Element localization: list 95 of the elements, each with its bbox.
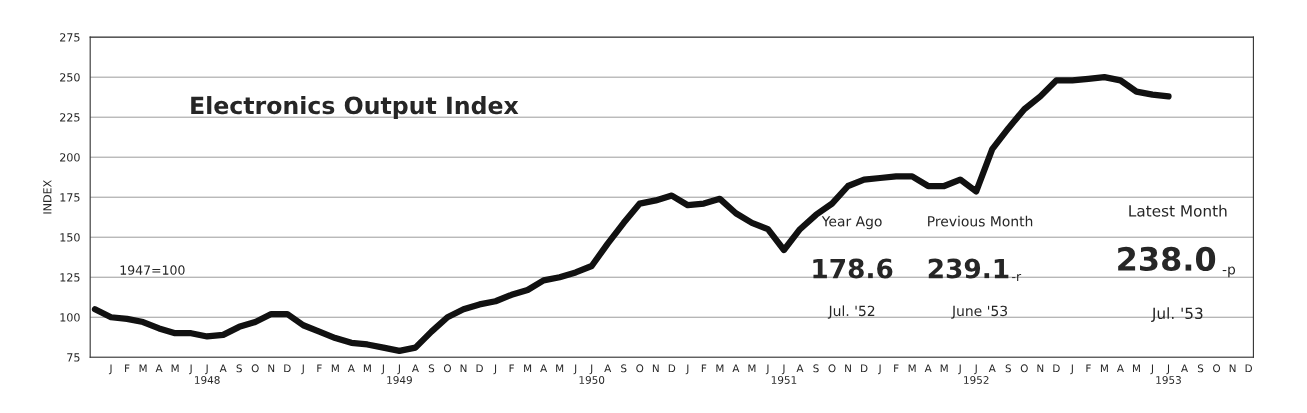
x-tick-label: M bbox=[748, 364, 756, 373]
annotation: -r bbox=[1012, 274, 1022, 282]
annotation: Year Ago bbox=[821, 216, 882, 230]
x-tick-label: J bbox=[1150, 364, 1153, 375]
y-axis-title: INDEX bbox=[43, 180, 52, 214]
x-tick-label: N bbox=[460, 364, 467, 373]
x-tick-label: S bbox=[813, 364, 819, 373]
text: Electronics Output Index bbox=[191, 96, 519, 119]
annotation: 1947=100 bbox=[120, 265, 185, 275]
y-tick-label: 100 bbox=[60, 313, 80, 322]
x-tick-label: D bbox=[476, 364, 483, 373]
x-tick-label: J bbox=[1070, 364, 1073, 375]
annotation: -p bbox=[1222, 266, 1236, 278]
x-tick-label: D bbox=[284, 364, 291, 373]
x-tick-label: O bbox=[1213, 364, 1221, 373]
x-tick-label: J bbox=[958, 364, 961, 375]
x-tick-label: A bbox=[219, 364, 227, 373]
x-tick-label: S bbox=[428, 364, 435, 373]
y-tick-label: 250 bbox=[60, 73, 80, 82]
x-tick-label: S bbox=[1005, 364, 1011, 373]
x-tick-label: O bbox=[443, 364, 451, 373]
x-tick-label: F bbox=[125, 364, 130, 373]
x-tick-label: N bbox=[845, 364, 851, 373]
x-tick-label: J bbox=[685, 364, 689, 375]
x-tick-label: D bbox=[861, 364, 868, 373]
annotation: June '53 bbox=[951, 305, 1008, 319]
x-tick-label: A bbox=[924, 364, 932, 373]
x-tick-label: J bbox=[381, 364, 384, 375]
y-tick-label: 150 bbox=[60, 233, 80, 242]
x-tick-label: M bbox=[556, 364, 564, 373]
x-tick-label: N bbox=[652, 364, 659, 373]
x-tick-label: A bbox=[155, 364, 163, 373]
x-tick-label: S bbox=[621, 364, 627, 373]
y-tick-label: 75 bbox=[67, 353, 80, 362]
x-tick-label: M bbox=[716, 364, 724, 373]
x-tick-label: J bbox=[573, 364, 577, 375]
x-tick-label: A bbox=[604, 364, 612, 373]
x-tick-label: J 1952 bbox=[964, 364, 989, 384]
x-tick-label: F bbox=[317, 364, 322, 373]
annotation: Jul. '52 bbox=[827, 305, 875, 319]
annotation: Previous Month bbox=[928, 215, 1033, 227]
x-tick-label: D bbox=[668, 364, 676, 373]
y-tick-label: 200 bbox=[60, 153, 80, 162]
x-tick-label: J bbox=[878, 364, 881, 375]
annotation: Latest Month bbox=[1129, 204, 1227, 217]
x-tick-label: J bbox=[108, 364, 112, 375]
x-tick-label: A bbox=[796, 364, 804, 373]
x-tick-label: A bbox=[988, 364, 996, 373]
x-tick-label: O bbox=[828, 364, 836, 373]
x-tick-label: D bbox=[1053, 364, 1060, 373]
x-tick-label: J bbox=[189, 364, 192, 375]
x-tick-label: O bbox=[636, 364, 644, 373]
x-tick-label: D bbox=[1245, 364, 1252, 373]
x-tick-label: S bbox=[236, 364, 242, 373]
y-tick-label: 275 bbox=[60, 33, 80, 42]
x-tick-label: M bbox=[940, 364, 948, 373]
x-tick-label: N bbox=[268, 364, 275, 373]
x-tick-label: F bbox=[701, 364, 707, 373]
x-tick-label: J 1949 bbox=[387, 364, 412, 384]
x-tick-label: F bbox=[1086, 364, 1091, 373]
x-tick-label: J 1951 bbox=[771, 364, 797, 384]
x-tick-label: J bbox=[493, 364, 497, 375]
annotation: 178.6 bbox=[813, 258, 893, 279]
annotation: 239.1 bbox=[928, 258, 1009, 279]
x-tick-label: M bbox=[331, 364, 339, 373]
x-tick-label: M bbox=[363, 364, 371, 373]
x-tick-label: M bbox=[908, 364, 916, 373]
x-tick-label: M bbox=[524, 364, 532, 373]
y-tick-label: 175 bbox=[60, 193, 80, 202]
annotation: Jul. '53 bbox=[1151, 307, 1203, 322]
x-tick-label: J 1953 bbox=[1156, 364, 1181, 384]
x-tick-label: M bbox=[1100, 364, 1108, 373]
x-tick-label: A bbox=[411, 364, 419, 373]
x-tick-label: M bbox=[139, 364, 147, 373]
y-tick-label: 225 bbox=[60, 113, 80, 122]
x-tick-label: J bbox=[301, 364, 304, 375]
x-tick-label: A bbox=[732, 364, 740, 373]
x-tick-label: N bbox=[1037, 364, 1044, 373]
x-tick-label: M bbox=[171, 364, 179, 373]
x-tick-label: O bbox=[1020, 364, 1028, 373]
x-tick-label: M bbox=[1132, 364, 1140, 373]
x-tick-label: J 1950 bbox=[579, 364, 605, 384]
x-tick-label: J bbox=[765, 364, 769, 375]
y-tick-label: 125 bbox=[60, 273, 80, 282]
x-tick-label: A bbox=[1181, 364, 1188, 373]
x-tick-label: O bbox=[251, 364, 259, 373]
x-tick-label: J 1948 bbox=[195, 364, 220, 384]
annotation: 238.0 bbox=[1118, 246, 1216, 272]
x-tick-label: F bbox=[894, 364, 899, 373]
x-tick-label: F bbox=[509, 364, 514, 373]
x-tick-label: N bbox=[1229, 364, 1236, 373]
x-tick-label: S bbox=[1197, 364, 1204, 373]
x-tick-label: A bbox=[540, 364, 548, 373]
x-tick-label: A bbox=[347, 364, 355, 373]
x-tick-label: A bbox=[1116, 364, 1124, 373]
